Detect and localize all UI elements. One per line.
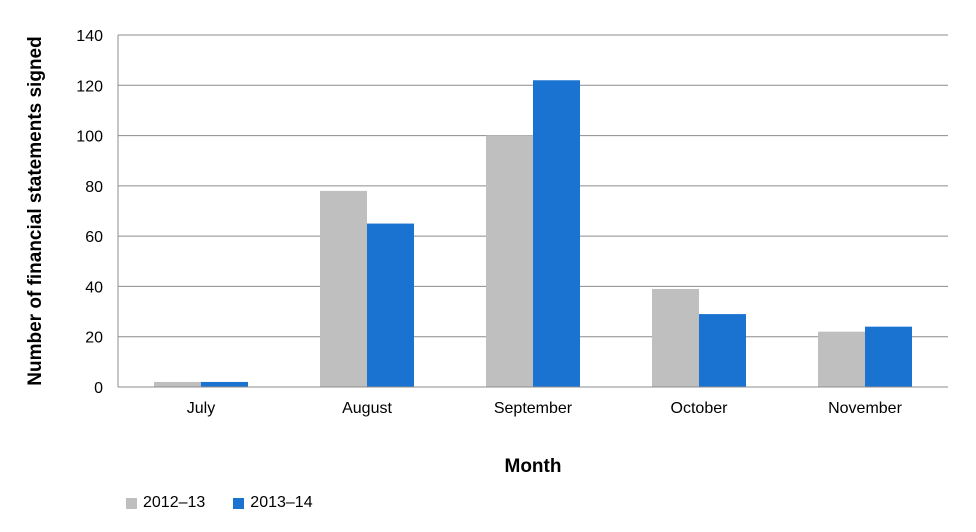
x-tick-label-august: August xyxy=(342,400,392,417)
y-tick-label-140: 140 xyxy=(76,28,103,45)
bar-july-2013-14 xyxy=(201,381,248,387)
y-tick-label-80: 80 xyxy=(85,179,103,196)
bar-september-2012-13 xyxy=(486,135,533,387)
bar-september-2013-14 xyxy=(533,80,580,387)
x-tick-label-july: July xyxy=(187,400,215,417)
y-tick-label-60: 60 xyxy=(85,229,103,246)
x-axis-title: Month xyxy=(505,456,562,477)
bar-october-2013-14 xyxy=(699,314,746,387)
x-axis-ticks: July August September October November xyxy=(187,400,903,417)
legend-swatch-2013-14 xyxy=(233,497,245,509)
bar-october-2012-13 xyxy=(652,288,699,387)
y-axis-title: Number of financial statements signed xyxy=(25,36,46,385)
bar-november-2013-14 xyxy=(865,326,912,387)
y-tick-label-120: 120 xyxy=(76,78,103,95)
y-tick-label-0: 0 xyxy=(94,380,103,397)
bar-november-2012-13 xyxy=(818,331,865,387)
legend-item-2013-14: 2013–14 xyxy=(233,494,313,512)
x-tick-label-september: September xyxy=(494,400,573,417)
legend-item-2012-13: 2012–13 xyxy=(126,494,205,512)
y-tick-label-100: 100 xyxy=(76,129,103,146)
legend-swatch-2012-13 xyxy=(126,497,137,509)
x-tick-label-november: November xyxy=(828,400,902,417)
bar-july-2012-13 xyxy=(154,381,201,387)
bars xyxy=(154,80,912,387)
bar-august-2012-13 xyxy=(320,190,367,387)
y-axis-ticks: 0 20 40 60 80 100 120 140 xyxy=(76,28,103,397)
y-tick-label-40: 40 xyxy=(85,279,103,296)
legend-label-2012-13: 2012–13 xyxy=(143,494,206,511)
x-tick-label-october: October xyxy=(671,400,729,417)
legend-label-2013-14: 2013–14 xyxy=(250,494,313,511)
y-tick-label-20: 20 xyxy=(85,330,103,347)
legend: 2012–13 2013–14 xyxy=(126,494,313,512)
bar-august-2013-14 xyxy=(367,223,414,387)
